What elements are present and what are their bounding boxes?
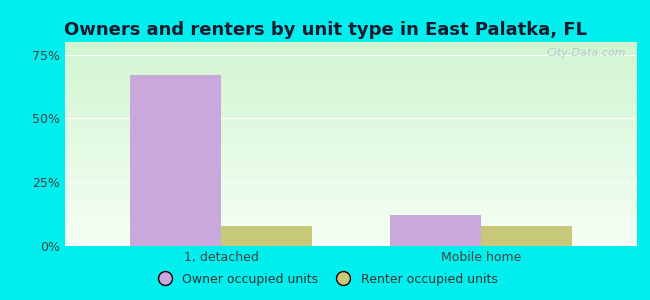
Bar — [390, 215, 481, 246]
Legend: Owner occupied units, Renter occupied units: Owner occupied units, Renter occupied un… — [148, 268, 502, 291]
Bar — [481, 226, 572, 246]
Bar — [130, 75, 221, 246]
Text: Owners and renters by unit type in East Palatka, FL: Owners and renters by unit type in East … — [64, 21, 586, 39]
Text: City-Data.com: City-Data.com — [546, 48, 625, 58]
Bar — [221, 226, 312, 246]
